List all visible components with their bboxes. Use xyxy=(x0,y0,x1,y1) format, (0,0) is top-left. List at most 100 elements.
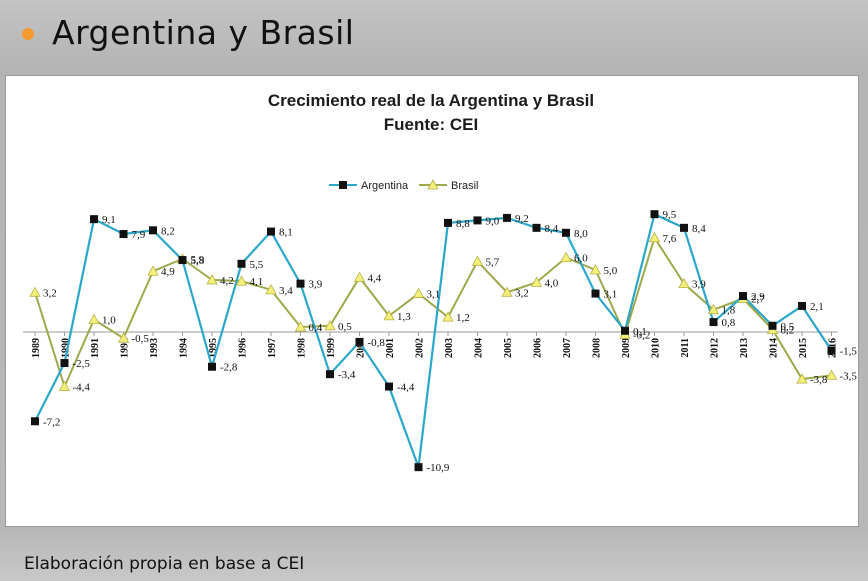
brasil-point xyxy=(707,303,720,315)
chart-subtitle: Fuente: CEI xyxy=(384,115,478,134)
argentina-data-label: 9,5 xyxy=(663,209,677,221)
brasil-point xyxy=(29,286,41,297)
brasil-data-label: 3,2 xyxy=(515,287,529,299)
brasil-point xyxy=(678,277,690,289)
brasil-data-label: 1,0 xyxy=(102,315,116,327)
brasil-point xyxy=(117,332,130,343)
argentina-point xyxy=(768,321,777,330)
argentina-point xyxy=(31,417,39,426)
argentina-point xyxy=(60,359,69,367)
argentina-data-label: 9,1 xyxy=(102,214,116,226)
x-tick-label: 1992 xyxy=(120,338,131,358)
brasil-data-label: 1,8 xyxy=(722,305,736,317)
argentina-point xyxy=(267,227,275,236)
brasil-point xyxy=(88,313,100,325)
argentina-point xyxy=(296,279,305,288)
argentina-data-label: 8,8 xyxy=(456,218,470,230)
series-line-argentina xyxy=(34,212,833,468)
x-tick-label: 1993 xyxy=(149,338,160,358)
brasil-point xyxy=(796,373,808,384)
brasil-point xyxy=(324,319,336,331)
argentina-point xyxy=(591,289,600,298)
argentina-point xyxy=(237,259,246,268)
argentina-data-label: -2,8 xyxy=(220,362,238,374)
argentina-point xyxy=(149,226,157,235)
brasil-data-label: 0,4 xyxy=(309,322,323,334)
brasil-point xyxy=(206,274,218,285)
x-tick-label: 2007 xyxy=(562,338,573,358)
argentina-point xyxy=(90,215,98,224)
argentina-data-label: -2,5 xyxy=(73,358,91,370)
brasil-data-label: -0,5 xyxy=(132,333,150,345)
argentina-data-label: 2,1 xyxy=(810,301,824,313)
brasil-point xyxy=(147,265,159,276)
argentina-data-label: 8,4 xyxy=(692,223,706,235)
brasil-point xyxy=(58,380,71,391)
brasil-data-label: 5,0 xyxy=(604,265,618,277)
argentina-data-label: -1,5 xyxy=(840,346,858,358)
brasil-point xyxy=(471,255,484,266)
argentina-point xyxy=(709,318,718,327)
x-tick-label: 1995 xyxy=(208,338,219,358)
brasil-data-label: 0,5 xyxy=(338,321,352,333)
x-tick-label: 2013 xyxy=(739,338,750,358)
argentina-point xyxy=(739,292,747,301)
brasil-data-label: -4,4 xyxy=(73,382,91,394)
brasil-data-label: -3,8 xyxy=(810,374,828,386)
x-tick-label: 2014 xyxy=(769,338,780,358)
line-chart: Crecimiento real de la Argentina y Brasi… xyxy=(23,91,858,474)
x-tick-label: 2011 xyxy=(680,338,691,357)
brasil-data-label: 3,2 xyxy=(43,287,57,299)
legend-brasil-label: Brasil xyxy=(451,180,479,192)
footer-note: Elaboración propia en base a CEI xyxy=(24,554,305,574)
argentina-data-label: -4,4 xyxy=(397,382,415,394)
argentina-data-label: 0,5 xyxy=(781,321,795,333)
brasil-data-label: 4,4 xyxy=(368,272,382,284)
brasil-point xyxy=(648,231,661,243)
x-tick-label: 2006 xyxy=(533,338,544,358)
x-tick-label: 2001 xyxy=(385,338,396,358)
brasil-point xyxy=(353,271,366,282)
argentina-data-label: 8,1 xyxy=(279,227,293,239)
argentina-data-label: 5,8 xyxy=(191,255,205,267)
argentina-data-label: 0,8 xyxy=(722,317,736,329)
brasil-data-label: 7,6 xyxy=(663,233,677,245)
brasil-data-label: 3,1 xyxy=(427,289,441,301)
brasil-point xyxy=(825,369,838,380)
brasil-data-label: 3,4 xyxy=(279,285,293,297)
brasil-data-label: 3,9 xyxy=(692,279,706,291)
argentina-data-label: 7,9 xyxy=(132,229,146,241)
legend-argentina-marker xyxy=(339,181,347,189)
argentina-point xyxy=(621,326,629,335)
argentina-point xyxy=(326,370,334,379)
argentina-data-label: 9,2 xyxy=(515,213,529,225)
x-tick-label: 1997 xyxy=(267,338,278,358)
argentina-point xyxy=(473,216,482,225)
brasil-data-label: 1,3 xyxy=(397,311,411,323)
brasil-point xyxy=(442,311,454,322)
argentina-data-label: -7,2 xyxy=(43,416,60,428)
argentina-data-label: -10,9 xyxy=(427,462,450,474)
chart-title: Crecimiento real de la Argentina y Brasi… xyxy=(268,91,594,110)
x-tick-label: 1990 xyxy=(61,338,72,358)
x-tick-label: 2002 xyxy=(415,338,426,358)
brasil-point xyxy=(235,275,248,286)
argentina-point xyxy=(680,223,688,232)
x-tick-label: 1989 xyxy=(31,338,42,358)
bullet-icon xyxy=(22,28,34,40)
series-line-brasil xyxy=(34,235,832,390)
slide-title-text: Argentina y Brasil xyxy=(52,12,355,52)
x-tick-label: 2008 xyxy=(592,338,603,358)
x-tick-label: 1998 xyxy=(297,338,308,358)
x-tick-label: 2010 xyxy=(651,338,662,358)
argentina-point xyxy=(178,256,187,265)
brasil-data-label: 5,7 xyxy=(486,256,500,268)
brasil-point xyxy=(501,286,513,297)
brasil-point xyxy=(530,276,543,287)
brasil-data-label: 6,0 xyxy=(574,253,588,265)
argentina-data-label: 8,2 xyxy=(161,225,175,237)
brasil-data-label: -3,5 xyxy=(840,370,858,382)
x-tick-label: 2004 xyxy=(474,338,485,358)
argentina-data-label: 3,9 xyxy=(309,279,323,291)
x-axis: 1989 1990 1991 1992 1993 1994 1995 1996 1997 1998… xyxy=(23,331,839,358)
